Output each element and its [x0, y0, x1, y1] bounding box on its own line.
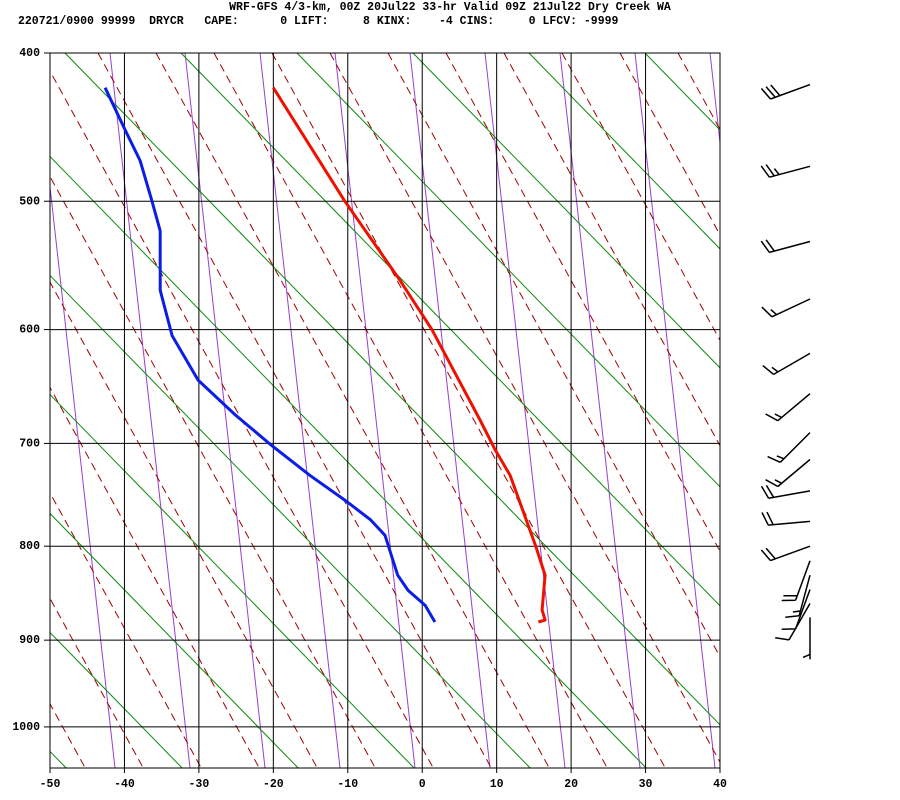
- reference-line: [619, 53, 720, 236]
- wind-barb: [761, 511, 811, 526]
- reference-line: [634, 53, 716, 768]
- x-tick-label: 10: [490, 778, 504, 791]
- wind-barb: [765, 458, 811, 488]
- wind-barb: [760, 83, 811, 100]
- x-tick-label: 20: [564, 778, 578, 791]
- y-tick-label: 1000: [12, 721, 40, 734]
- reference-line: [50, 70, 434, 768]
- wind-barb: [760, 545, 811, 562]
- wind-barb: [765, 393, 811, 422]
- wind-barb: [775, 603, 811, 641]
- wind-barb: [802, 617, 811, 660]
- x-tick-label: -40: [114, 778, 135, 791]
- x-tick-label: 30: [639, 778, 653, 791]
- profile-line: [272, 86, 547, 624]
- reference-line: [213, 53, 608, 768]
- profile-line: [103, 87, 437, 623]
- reference-line: [503, 53, 720, 447]
- wind-barb: [785, 575, 811, 619]
- wind-barb: [761, 298, 811, 318]
- wind-barb: [781, 560, 811, 602]
- reference-line: [50, 155, 647, 768]
- y-tick-label: 500: [19, 195, 40, 208]
- y-tick-label: 900: [19, 634, 40, 647]
- wind-barb: [760, 164, 811, 178]
- reference-line: [50, 631, 183, 768]
- reference-line: [559, 53, 641, 768]
- plot-area: -50 -40 -30 -20 -10 0 10 20 30 40 400 500 600 700 800 9…: [12, 47, 727, 791]
- y-tick-label: 600: [19, 324, 40, 337]
- reference-line: [50, 491, 202, 768]
- reference-line: [155, 53, 550, 768]
- y-tick-label: 400: [19, 47, 40, 60]
- wind-barb: [767, 432, 811, 463]
- reference-line: [50, 175, 376, 768]
- reference-line: [50, 386, 260, 768]
- reference-line: [334, 53, 416, 768]
- x-tick-label: -20: [263, 778, 284, 791]
- wind-barb: [760, 239, 811, 254]
- wind-barb: [781, 589, 811, 630]
- reference-line: [50, 281, 318, 768]
- x-tick-label: -10: [337, 778, 358, 791]
- plot-frame: [49, 52, 721, 769]
- x-tick-label: 40: [713, 778, 727, 791]
- x-tick-label: -30: [189, 778, 210, 791]
- reference-line: [50, 512, 299, 768]
- x-tick-label: -50: [40, 778, 61, 791]
- chart-title: WRF-GFS 4/3-km, 00Z 20Jul22 33-hr Valid …: [229, 1, 671, 14]
- reference-line: [409, 53, 491, 768]
- reference-line: [561, 53, 720, 342]
- reference-line: [271, 53, 666, 768]
- y-tick-label: 800: [19, 540, 40, 553]
- wind-barb: [760, 485, 811, 499]
- reference-line: [50, 274, 531, 768]
- reference-line: [387, 53, 720, 658]
- wind-barb: [762, 352, 811, 376]
- reference-line: [329, 53, 720, 764]
- x-tick-label: 0: [419, 778, 426, 791]
- reference-line: [109, 53, 191, 768]
- reference-line: [50, 393, 415, 768]
- reference-line: [50, 597, 144, 768]
- reference-line: [180, 53, 720, 607]
- reference-line: [484, 53, 566, 768]
- reference-line: [445, 53, 720, 553]
- chart-subtitle: 220721/0900 99999 DRYCR CAPE: 0 LIFT: 8 …: [18, 15, 618, 28]
- y-tick-label: 700: [19, 437, 40, 450]
- reference-line: [50, 182, 116, 768]
- reference-line: [97, 53, 492, 768]
- reference-line: [412, 53, 720, 369]
